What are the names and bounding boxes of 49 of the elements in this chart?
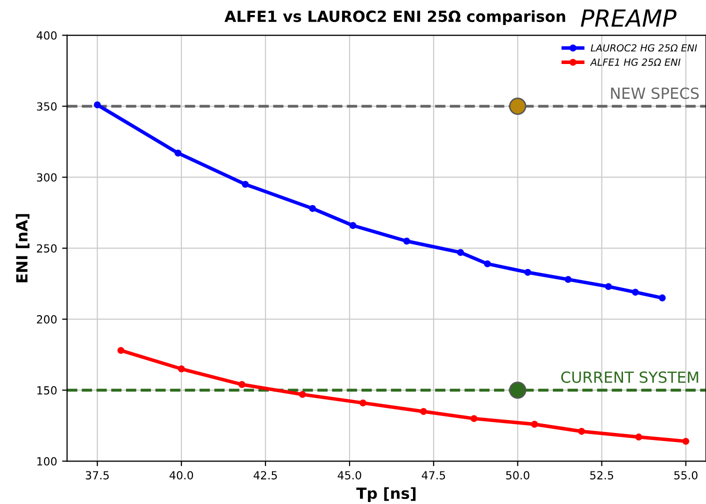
y-axis-title: ENI [nA] <box>16 214 30 282</box>
chart-title: ALFE1 vs LAUROC2 ENI 25Ω comparison <box>224 10 566 26</box>
x-tick-label: 52.5 <box>590 471 614 480</box>
point <box>94 101 101 108</box>
x-axis-title: Tp [ns] <box>356 487 416 502</box>
point <box>531 420 538 428</box>
ref-line-label: NEW SPECS <box>611 87 699 100</box>
y-tick-label: 350 <box>36 102 57 111</box>
legend-label: ALFE1 HG 25Ω ENI <box>590 58 680 66</box>
point <box>635 434 642 440</box>
x-tick-label: 42.5 <box>254 471 277 480</box>
point <box>457 249 464 256</box>
x-tick-label: 45.0 <box>338 471 362 480</box>
point <box>578 428 586 435</box>
point <box>682 438 690 445</box>
point <box>524 268 532 276</box>
point <box>509 98 526 115</box>
point <box>509 382 526 399</box>
x-tick-label: 47.5 <box>422 471 446 480</box>
point <box>238 381 246 388</box>
x-tick-label: 50.0 <box>506 471 530 480</box>
y-tick-label: 100 <box>37 457 57 466</box>
point <box>349 222 356 229</box>
point <box>309 205 316 212</box>
point <box>470 415 478 422</box>
ref-line-label: CURRENT SYSTEM <box>561 371 698 383</box>
point <box>632 288 639 296</box>
text: PREAMP <box>580 9 676 27</box>
legend-label: LAUROC2 HG 25Ω ENI <box>590 44 697 52</box>
point <box>658 294 666 302</box>
point <box>178 365 185 372</box>
x-tick-label: 55.0 <box>674 471 698 480</box>
point <box>298 390 306 398</box>
y-tick-label: 250 <box>36 244 57 253</box>
point <box>484 260 491 268</box>
point <box>360 399 366 406</box>
y-tick-label: 300 <box>36 173 57 182</box>
y-tick-label: 400 <box>36 31 57 40</box>
point <box>174 150 182 157</box>
point <box>403 238 410 245</box>
y-tick-label: 200 <box>36 315 57 324</box>
point <box>564 276 572 283</box>
point <box>242 180 249 188</box>
point <box>420 408 427 415</box>
point <box>117 346 124 354</box>
x-tick-label: 37.5 <box>86 471 109 480</box>
y-tick-label: 150 <box>37 386 57 395</box>
x-tick-label: 40.0 <box>170 471 194 480</box>
point <box>605 283 612 290</box>
